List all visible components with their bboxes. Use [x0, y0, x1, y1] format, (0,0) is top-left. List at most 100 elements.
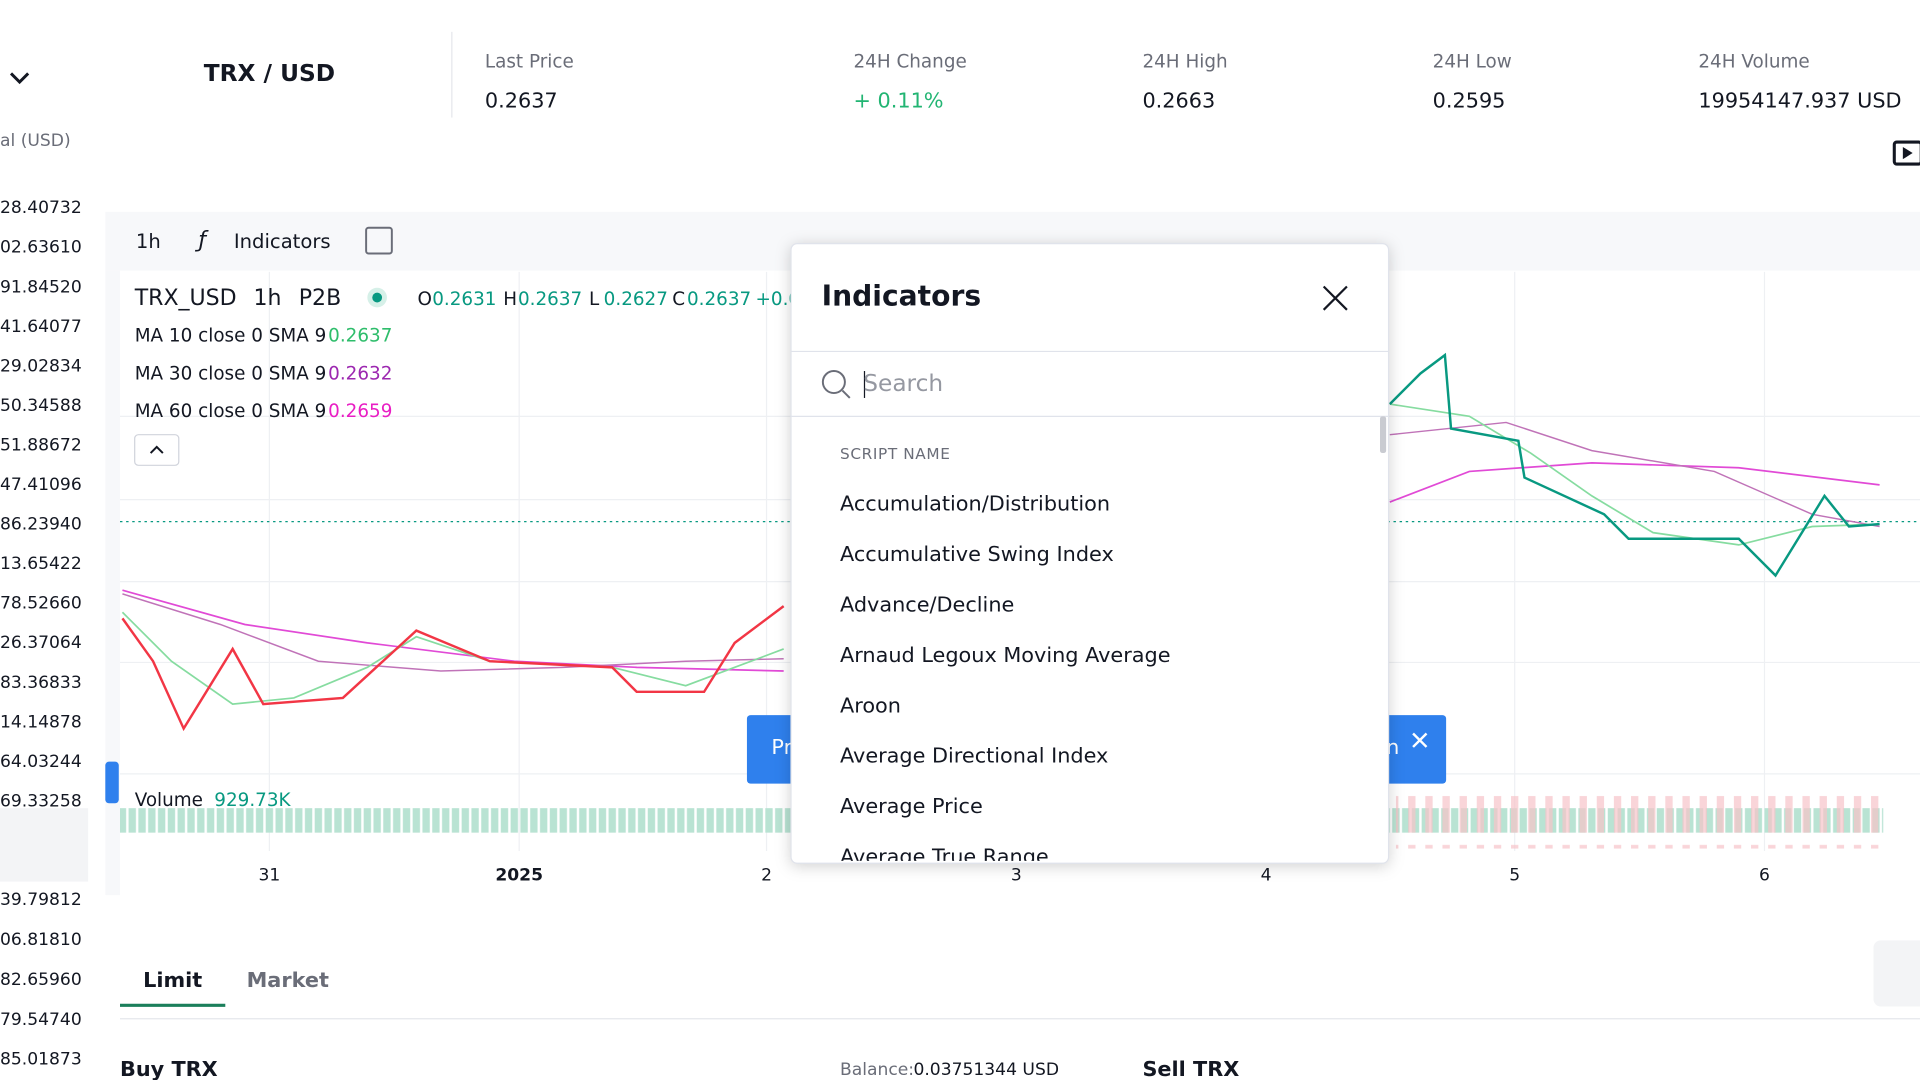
interval[interactable]: 1h — [136, 230, 161, 253]
toolbar-side — [105, 270, 120, 896]
stat-label: 24H High — [1142, 51, 1227, 72]
order-tab[interactable]: Market — [247, 968, 329, 992]
modal-title: Indicators — [822, 280, 981, 313]
scrollbar[interactable] — [1380, 416, 1387, 454]
section-header: SCRIPT NAME — [840, 445, 950, 463]
ma60 — [1389, 461, 1880, 503]
indicator-item[interactable]: Average Directional Index — [840, 744, 1108, 768]
indicator-item[interactable]: Advance/Decline — [840, 592, 1014, 616]
ask-price: 41.64077 — [0, 317, 82, 337]
bid-price: 79.54740 — [0, 1010, 82, 1030]
video-icon-play — [1902, 146, 1913, 160]
ma10 — [121, 611, 784, 705]
ma30 — [122, 593, 784, 672]
volume-label: Volume — [135, 790, 203, 811]
exchange: P2B — [299, 286, 341, 311]
volume-bars — [1395, 795, 1884, 849]
study-value: 0.2637 — [328, 326, 392, 347]
side-handle[interactable] — [105, 761, 119, 804]
volume-value: 929.73K — [214, 790, 291, 811]
stat-label: Last Price — [485, 51, 574, 72]
stat-label: 24H Change — [853, 51, 966, 72]
collapse-icon — [149, 445, 164, 454]
stat-value: 0.2595 — [1433, 89, 1506, 113]
video-icon[interactable] — [1892, 140, 1920, 166]
buy-title: Buy TRX — [120, 1057, 218, 1080]
ask-price: 02.63610 — [0, 238, 82, 258]
ohlc-value: 0.2637 — [518, 289, 582, 310]
ohlc-value: 0.2631 — [432, 289, 496, 310]
x-axis-label: 2 — [761, 866, 772, 886]
x-axis-label: 2025 — [495, 866, 543, 886]
balance-value: 0.03751344 USD — [913, 1060, 1059, 1080]
ohlc-key: O — [418, 289, 432, 310]
stat-label: 24H Volume — [1698, 51, 1809, 72]
banner-text: n — [1386, 735, 1399, 759]
ask-price: 14.14878 — [0, 712, 82, 732]
dropdown-chevron[interactable] — [9, 72, 30, 85]
indicator-item[interactable]: Arnaud Legoux Moving Average — [840, 643, 1171, 667]
side-button[interactable] — [1873, 940, 1920, 1007]
search-icon — [821, 370, 846, 395]
price-path — [121, 605, 785, 732]
study-name: MA 10 close 0 SMA 9 — [135, 326, 327, 347]
indicator-item[interactable]: Aroon — [840, 693, 901, 717]
search-icon — [841, 389, 851, 399]
change: +0.0 — [756, 289, 801, 310]
status-dot — [372, 292, 383, 303]
layout-icon[interactable] — [365, 226, 393, 255]
bid-price: 82.65960 — [0, 970, 82, 990]
x-axis-label: 3 — [1011, 866, 1022, 886]
ask-price: 69.33258 — [0, 791, 82, 811]
ask-price: 83.36833 — [0, 673, 82, 693]
stat-value: 0.2663 — [1142, 89, 1215, 113]
ask-price: 51.88672 — [0, 435, 82, 455]
book-header: al (USD) — [0, 131, 71, 151]
indicators-button[interactable]: Indicators — [234, 230, 331, 253]
ask-price: 50.34588 — [0, 396, 82, 416]
stat-value: 19954147.937 USD — [1698, 89, 1901, 113]
ask-price: 29.02834 — [0, 356, 82, 376]
modal-close[interactable] — [1322, 285, 1348, 311]
ask-price: 47.41096 — [0, 475, 82, 495]
fx-icon: ƒ — [194, 228, 209, 253]
balance-label: Balance: — [840, 1060, 914, 1080]
indicator-item[interactable]: Accumulation/Distribution — [840, 491, 1110, 515]
ma30 — [1389, 421, 1880, 528]
search-input[interactable]: Search — [863, 370, 943, 397]
stat-label: 24H Low — [1433, 51, 1512, 72]
book-spacer — [0, 808, 89, 882]
pair: TRX / USD — [204, 60, 335, 87]
legend-interval: 1h — [253, 286, 281, 311]
collapse-button[interactable] — [134, 434, 180, 466]
ask-price: 26.37064 — [0, 633, 82, 653]
bid-price: 06.81810 — [0, 930, 82, 950]
ohlc-key: C — [672, 289, 685, 310]
indicators-modal: Indicators Search SCRIPT NAME Accumulati… — [790, 243, 1390, 869]
ask-price: 86.23940 — [0, 515, 82, 535]
x-axis-label: 6 — [1759, 866, 1770, 886]
bid-price: 39.79812 — [0, 890, 82, 910]
ask-price: 13.65422 — [0, 554, 82, 574]
ma60 — [122, 589, 784, 672]
ohlc-key: L — [589, 289, 600, 310]
banner-close[interactable] — [1412, 732, 1428, 748]
ma10 — [1389, 403, 1880, 546]
sell-title: Sell TRX — [1142, 1057, 1239, 1080]
indicator-list: Accumulation/Distribution Accumulative Sw… — [840, 491, 1171, 869]
ohlc-key: H — [503, 289, 517, 310]
price-path — [1388, 352, 1880, 578]
study-value: 0.2632 — [328, 363, 392, 384]
indicator-item[interactable]: Average Price — [840, 794, 983, 818]
stat-value: + 0.11% — [853, 89, 943, 113]
banner-text: Pr — [771, 735, 792, 759]
indicator-item[interactable]: Average True Range — [840, 845, 1049, 869]
indicator-item[interactable]: Accumulative Swing Index — [840, 542, 1114, 566]
x-axis-label: 5 — [1509, 866, 1520, 886]
x-axis-label: 31 — [258, 866, 280, 886]
ask-price: 78.52660 — [0, 594, 82, 614]
ohlc-value: 0.2637 — [687, 289, 751, 310]
ohlc-value: 0.2627 — [604, 289, 668, 310]
order-tab[interactable]: Limit — [143, 968, 202, 992]
